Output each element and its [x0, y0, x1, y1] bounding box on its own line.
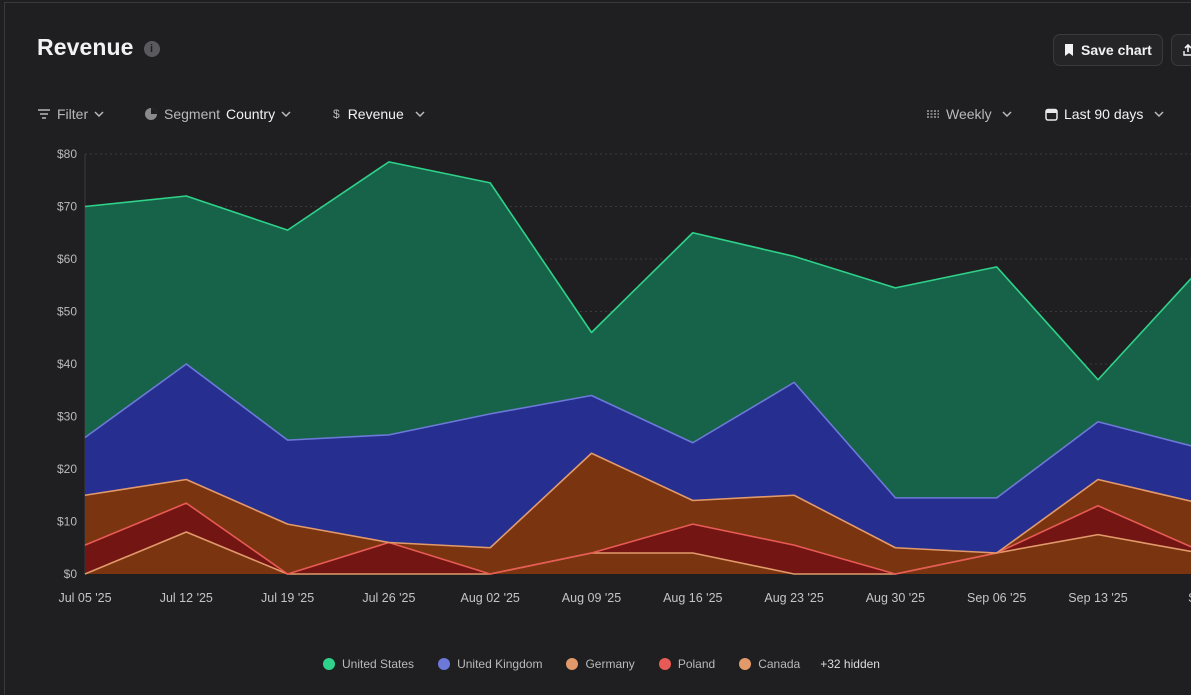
- filter-dropdown[interactable]: Filter: [37, 104, 104, 124]
- interval-value: Weekly: [946, 106, 992, 122]
- segment-value: Country: [226, 106, 276, 122]
- dollar-icon: $: [333, 107, 340, 121]
- x-tick-label: Jul 26 '25: [362, 591, 415, 605]
- filter-label: Filter: [57, 106, 89, 122]
- segment-dropdown[interactable]: Segment Country: [144, 104, 291, 124]
- interval-dropdown[interactable]: Weekly: [926, 104, 1012, 124]
- x-tick-label: Sep: [1188, 591, 1191, 605]
- legend-item-germany[interactable]: Germany: [566, 657, 635, 671]
- interval-icon: [927, 110, 939, 118]
- y-tick-label: $80: [57, 147, 77, 161]
- metric-dropdown[interactable]: $ Revenue: [333, 104, 425, 124]
- x-tick-label: Jul 19 '25: [261, 591, 314, 605]
- save-chart-button[interactable]: Save chart: [1053, 34, 1163, 66]
- area-germany[interactable]: [85, 453, 1191, 574]
- date-range-value: Last 90 days: [1064, 106, 1144, 122]
- legend-label: Canada: [758, 657, 801, 671]
- y-tick-label: $70: [57, 200, 77, 214]
- revenue-area-chart: $0$10$20$30$40$50$60$70$80 Jul 05 '25 Jul…: [57, 147, 1191, 605]
- y-tick-label: $30: [57, 410, 77, 424]
- chevron-down-icon: [415, 111, 425, 117]
- date-range-dropdown[interactable]: Last 90 days: [1045, 104, 1164, 124]
- legend-dot: [566, 658, 579, 670]
- line-canada: [84, 531, 1191, 575]
- chevron-down-icon: [1002, 111, 1012, 117]
- area-united-states[interactable]: [85, 161, 1191, 498]
- calendar-icon: [1045, 108, 1058, 121]
- y-tick-label: $50: [57, 305, 77, 319]
- x-tick-label: Jul 05 '25: [58, 591, 111, 605]
- segment-label: Segment: [164, 106, 221, 122]
- legend-item-united-kingdom[interactable]: United Kingdom: [438, 657, 542, 671]
- y-tick-label: $0: [64, 567, 78, 581]
- chevron-down-icon: [1154, 111, 1164, 117]
- line-united-kingdom: [84, 363, 1191, 499]
- legend-dot: [438, 658, 451, 670]
- x-tick-label: Aug 09 '25: [562, 591, 621, 605]
- filter-icon: [38, 109, 50, 119]
- x-tick-label: Sep 06 '25: [967, 591, 1026, 605]
- legend-label: United Kingdom: [457, 657, 543, 671]
- title-row: Revenue i: [37, 34, 160, 61]
- share-button[interactable]: [1171, 34, 1191, 66]
- legend-dot: [658, 658, 671, 670]
- area-poland[interactable]: [85, 503, 1191, 574]
- x-tick-label: Jul 12 '25: [160, 591, 213, 605]
- y-tick-label: $10: [57, 515, 77, 529]
- x-tick-label: Aug 23 '25: [764, 591, 823, 605]
- chart-legend: United States United Kingdom Germany Pol…: [0, 657, 1191, 671]
- legend-hidden-count[interactable]: +32 hidden: [820, 657, 880, 671]
- chart-series: [84, 161, 1191, 575]
- x-tick-label: Aug 02 '25: [461, 591, 520, 605]
- info-icon[interactable]: i: [143, 41, 160, 57]
- pie-chart-icon: [145, 108, 157, 120]
- x-axis: Jul 05 '25 Jul 12 '25 Jul 19 '25 Jul 26 '25…: [58, 591, 1191, 605]
- y-tick-label: $20: [57, 462, 77, 476]
- bookmark-icon: [1065, 44, 1073, 56]
- line-poland: [84, 502, 1191, 575]
- legend-label: Poland: [677, 657, 716, 671]
- y-axis: $0 $10 $20 $30 $40 $50 $60 $70 $80: [57, 147, 77, 581]
- x-tick-label: Aug 30 '25: [866, 591, 925, 605]
- chevron-down-icon: [281, 111, 291, 117]
- chevron-down-icon: [94, 111, 104, 117]
- line-germany: [84, 452, 1191, 554]
- x-tick-label: Sep 13 '25: [1068, 591, 1127, 605]
- legend-item-poland[interactable]: Poland: [658, 657, 716, 671]
- page-title: Revenue: [37, 34, 134, 60]
- share-icon: [1183, 44, 1191, 56]
- legend-label: Germany: [585, 657, 635, 671]
- y-tick-label: $40: [57, 357, 77, 371]
- line-united-states: [84, 161, 1191, 381]
- legend-dot: [739, 658, 752, 670]
- legend-item-canada[interactable]: Canada: [739, 657, 800, 671]
- legend-dot: [323, 658, 336, 670]
- legend-item-united-states[interactable]: United States: [323, 657, 414, 671]
- save-chart-label: Save chart: [1081, 42, 1152, 58]
- y-tick-label: $60: [57, 252, 77, 266]
- legend-label: United States: [342, 657, 415, 671]
- x-tick-label: Aug 16 '25: [663, 591, 722, 605]
- area-united-kingdom[interactable]: [85, 364, 1191, 553]
- metric-value: Revenue: [347, 106, 404, 122]
